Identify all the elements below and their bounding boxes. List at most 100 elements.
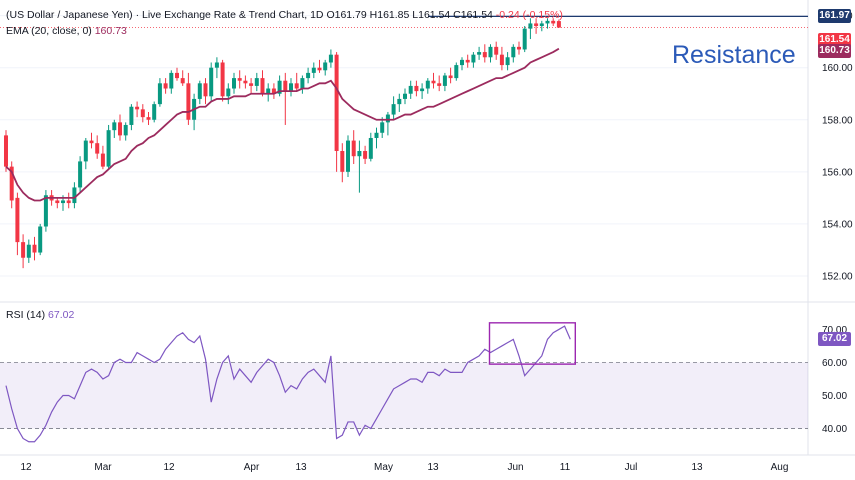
candle-body xyxy=(157,83,162,105)
candle-body xyxy=(260,78,265,94)
time-tick-label: Aug xyxy=(771,462,789,473)
candle-body xyxy=(254,78,259,86)
price-tick-label: 160.00 xyxy=(822,63,853,74)
time-tick-label: Jul xyxy=(625,462,638,473)
time-tick-label: 12 xyxy=(20,462,32,473)
candle-body xyxy=(232,78,236,89)
candle-body xyxy=(26,244,31,258)
ohlc-open: O161.79 xyxy=(326,9,367,21)
candle-body xyxy=(431,80,436,84)
candle-body xyxy=(522,28,527,50)
candle-body xyxy=(78,161,83,188)
candle-body xyxy=(403,93,407,99)
price-tick-label: 158.00 xyxy=(822,115,853,126)
time-tick-label: Jun xyxy=(507,462,523,473)
candle-body xyxy=(437,83,442,86)
candle-body xyxy=(237,78,242,81)
resistance-price-badge: 161.97 xyxy=(818,9,851,24)
rsi-tick-label: 40.00 xyxy=(822,424,847,435)
candle-body xyxy=(289,83,293,92)
candle-body xyxy=(169,72,174,89)
time-tick-label: 13 xyxy=(295,462,307,473)
candle-body xyxy=(363,151,368,159)
candle-body xyxy=(408,85,413,94)
candle-body xyxy=(266,88,271,94)
candle-body xyxy=(66,200,71,204)
candle-body xyxy=(186,83,191,120)
candle-body xyxy=(328,54,333,63)
candle-body xyxy=(499,54,504,66)
candle-body xyxy=(271,88,276,94)
price-change: -0.24 (-0.15%) xyxy=(495,9,563,21)
ema-line xyxy=(5,47,560,202)
candle-body xyxy=(374,132,379,138)
candle-body xyxy=(517,46,521,50)
rsi-tick-label: 60.00 xyxy=(822,358,847,369)
candle-body xyxy=(346,140,350,172)
candle-body xyxy=(380,122,385,133)
candle-body xyxy=(397,98,402,105)
candle-body xyxy=(203,83,208,97)
candle-body xyxy=(21,242,26,258)
time-tick-label: 11 xyxy=(560,462,571,473)
candle-body xyxy=(420,88,425,92)
price-tick-label: 152.00 xyxy=(822,271,853,282)
rsi-legend: RSI (14) 67.02 xyxy=(6,309,74,321)
candle-body xyxy=(323,62,328,71)
candle-body xyxy=(306,72,311,79)
chart-header: (US Dollar / Japanese Yen) · Live Exchan… xyxy=(6,9,563,21)
price-tick-label: 156.00 xyxy=(822,167,853,178)
ohlc-low: L161.54 xyxy=(412,9,451,21)
candle-body xyxy=(55,200,60,204)
candle-body xyxy=(123,124,128,136)
candle-body xyxy=(243,80,248,84)
candle-body xyxy=(539,23,544,27)
candle-body xyxy=(135,106,140,110)
candle-body xyxy=(100,153,105,167)
candle-body xyxy=(494,46,499,55)
candle-body xyxy=(112,122,117,131)
candle-body xyxy=(425,80,430,89)
candle-body xyxy=(4,135,8,167)
candle-body xyxy=(477,52,482,55)
candle-body xyxy=(454,65,459,79)
candle-body xyxy=(106,130,111,167)
ema-value: 160.73 xyxy=(94,25,127,37)
candle-body xyxy=(129,106,134,125)
candle-body xyxy=(197,83,202,99)
candle-body xyxy=(95,143,100,154)
candle-body xyxy=(277,80,282,94)
candle-body xyxy=(72,187,77,204)
time-tick-label: 13 xyxy=(691,462,703,473)
candle-body xyxy=(83,140,88,162)
candle-body xyxy=(334,54,339,152)
candle-body xyxy=(528,23,533,29)
ema-legend: EMA (20, close, 0) 160.73 xyxy=(6,25,127,37)
candle-body xyxy=(534,23,539,27)
time-tick-label: Apr xyxy=(244,462,260,473)
candle-body xyxy=(294,83,299,89)
rsi-label: RSI (14) xyxy=(6,309,46,321)
rsi-line xyxy=(5,325,571,443)
candle-body xyxy=(311,67,316,73)
time-tick-label: 12 xyxy=(163,462,175,473)
time-tick-label: May xyxy=(374,462,393,473)
candle-body xyxy=(442,75,447,86)
candle-body xyxy=(283,80,288,92)
candle-body xyxy=(118,122,122,136)
candle-body xyxy=(89,140,94,144)
candle-body xyxy=(209,67,214,97)
symbol-title: (US Dollar / Japanese Yen) · Live Exchan… xyxy=(6,9,324,21)
candle-body xyxy=(146,117,151,120)
ohlc-high: H161.85 xyxy=(369,9,410,21)
candle-body xyxy=(545,20,550,24)
candle-body xyxy=(340,151,345,172)
time-tick-label: Mar xyxy=(94,462,112,473)
ohlc-close: C161.54 xyxy=(453,9,493,21)
candle-body xyxy=(385,114,390,123)
candle-body xyxy=(32,244,37,253)
candle-body xyxy=(505,57,510,66)
candle-body xyxy=(351,140,356,157)
rsi-band xyxy=(0,362,808,429)
